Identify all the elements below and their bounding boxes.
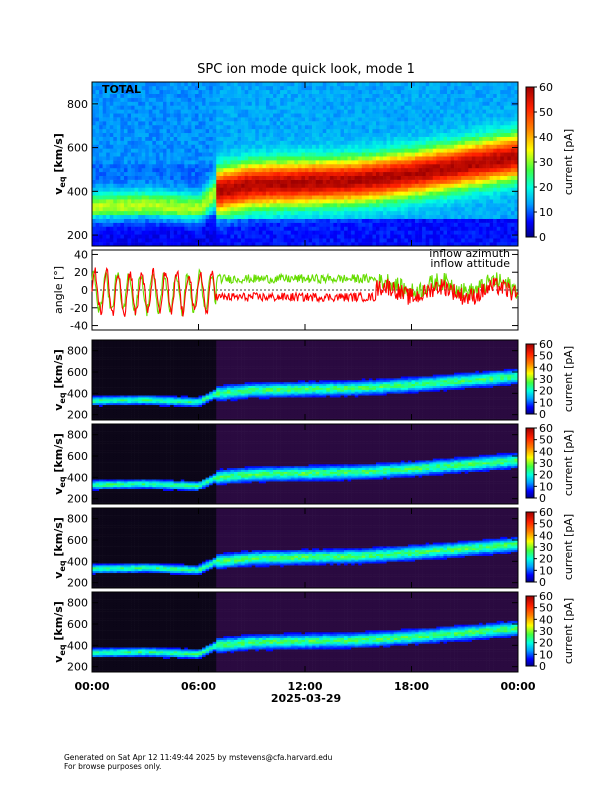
y-tick-label-total-200: 200: [67, 229, 88, 242]
cup-3-colorbar-label: current [pA]: [562, 514, 575, 580]
cup-1-colorbar-label: current [pA]: [562, 346, 575, 412]
footer-generated: Generated on Sat Apr 12 11:49:44 2025 by…: [64, 753, 333, 762]
cup-4-colorbar-tick-label-5: 50: [539, 602, 553, 615]
legend-inflow-azimuth: inflow azimuth: [429, 247, 510, 260]
cup-2-colorbar-tick-label-1: 10: [539, 480, 553, 493]
total-colorbar-tick-label-0: 0: [539, 231, 546, 244]
cup-2-heatmap: [92, 424, 519, 505]
total-colorbar-label: current [pA]: [562, 129, 575, 195]
total-colorbar-tick-label-2: 20: [539, 181, 553, 194]
cup-4-colorbar-tick-label-6: 60: [539, 590, 553, 603]
cup-2-colorbar-tick-label-6: 60: [539, 422, 553, 435]
x-tick-label-3: 18:00: [394, 680, 429, 693]
cup-4-colorbar: [525, 595, 535, 667]
cup-4-ylabel: veq [km/s]: [52, 601, 67, 663]
cup-1-heatmap: [92, 340, 519, 421]
y-tick-label-total-800: 800: [67, 98, 88, 111]
total-colorbar: [525, 86, 535, 238]
cup-1-colorbar-tick-label-4: 40: [539, 361, 553, 374]
x-tick-label-2: 12:00: [287, 680, 322, 693]
cup-3-colorbar-tick-label-0: 0: [539, 576, 546, 589]
y-tick-label-cup2-600: 600: [67, 450, 88, 463]
cup-4-colorbar-tick-label-4: 40: [539, 613, 553, 626]
cup-2-colorbar-tick-label-0: 0: [539, 492, 546, 505]
total-colorbar-tick-label-4: 40: [539, 131, 553, 144]
cup-3-colorbar-tick-label-5: 50: [539, 518, 553, 531]
cup-4-colorbar-tick-label-3: 30: [539, 625, 553, 638]
cup-1-colorbar-tick-label-0: 0: [539, 408, 546, 421]
y-tick-label-cup4-600: 600: [67, 618, 88, 631]
y-tick-label-cup1-600: 600: [67, 366, 88, 379]
cup-2-ylabel: veq [km/s]: [52, 433, 67, 495]
angle-ylabel: angle [°]: [52, 266, 65, 314]
y-tick-label-cup2-400: 400: [67, 471, 88, 484]
cup-1-colorbar-tick-label-1: 10: [539, 396, 553, 409]
series-inflow-azimuth: [91, 266, 519, 317]
cup-2-colorbar: [525, 427, 535, 499]
cup-3-colorbar-tick-label-2: 20: [539, 553, 553, 566]
cup-1-colorbar: [525, 343, 535, 415]
y-tick-label-cup3-200: 200: [67, 577, 88, 590]
total-ylabel: veq [km/s]: [52, 133, 67, 195]
y-tick-label-total-400: 400: [67, 185, 88, 198]
cup-4-colorbar-label: current [pA]: [562, 598, 575, 664]
cup-2-colorbar-label: current [pA]: [562, 430, 575, 496]
y-tick-label-cup1-800: 800: [67, 345, 88, 358]
angle-y-tick-label-4: 40: [74, 248, 88, 261]
y-tick-label-cup4-200: 200: [67, 661, 88, 674]
cup-2-colorbar-tick-label-5: 50: [539, 434, 553, 447]
cup-3-colorbar-tick-label-6: 60: [539, 506, 553, 519]
y-tick-label-cup2-800: 800: [67, 429, 88, 442]
angle-y-tick-label-1: -20: [70, 302, 88, 315]
cup-3-colorbar-tick-label-1: 10: [539, 564, 553, 577]
cup-4-colorbar-tick-label-0: 0: [539, 660, 546, 673]
total-colorbar-tick-label-5: 50: [539, 106, 553, 119]
cup-3-colorbar: [525, 511, 535, 583]
y-tick-label-cup3-600: 600: [67, 534, 88, 547]
cup-1-colorbar-tick-label-3: 30: [539, 373, 553, 386]
total-colorbar-tick-label-3: 30: [539, 156, 553, 169]
series-inflow-attitude: [91, 268, 519, 317]
total-colorbar-tick-label-6: 60: [539, 81, 553, 94]
total-heatmap: [92, 82, 519, 247]
cup-4-heatmap: [92, 592, 519, 673]
y-tick-label-total-600: 600: [67, 142, 88, 155]
angle-y-tick-label-3: 20: [74, 266, 88, 279]
x-tick-label-4: 00:00: [500, 680, 535, 693]
total-colorbar-tick-label-1: 10: [539, 206, 553, 219]
y-tick-label-cup2-200: 200: [67, 493, 88, 506]
total-annotation: TOTAL: [102, 83, 141, 96]
cup-1-colorbar-tick-label-6: 60: [539, 338, 553, 351]
cup-3-ylabel: veq [km/s]: [52, 517, 67, 579]
angle-y-tick-label-0: -40: [70, 320, 88, 333]
cup-1-colorbar-tick-label-2: 20: [539, 385, 553, 398]
chart-title: SPC ion mode quick look, mode 1: [197, 62, 415, 77]
y-tick-label-cup1-400: 400: [67, 387, 88, 400]
y-tick-label-cup4-800: 800: [67, 597, 88, 610]
y-tick-label-cup1-200: 200: [67, 409, 88, 422]
cup-1-colorbar-tick-label-5: 50: [539, 350, 553, 363]
x-tick-label-0: 00:00: [74, 680, 109, 693]
date-label: 2025-03-29: [271, 692, 341, 705]
cup-2-colorbar-tick-label-3: 30: [539, 457, 553, 470]
cup-3-colorbar-tick-label-4: 40: [539, 529, 553, 542]
cup-2-colorbar-tick-label-2: 20: [539, 469, 553, 482]
cup-4-colorbar-tick-label-1: 10: [539, 648, 553, 661]
y-tick-label-cup4-400: 400: [67, 639, 88, 652]
cup-1-ylabel: veq [km/s]: [52, 349, 67, 411]
legend-inflow-attitude: inflow attitude: [430, 257, 510, 270]
y-tick-label-cup3-400: 400: [67, 555, 88, 568]
cup-3-colorbar-tick-label-3: 30: [539, 541, 553, 554]
cup-4-colorbar-tick-label-2: 20: [539, 637, 553, 650]
footer-browse: For browse purposes only.: [64, 762, 161, 771]
cup-3-heatmap: [92, 508, 519, 589]
x-tick-label-1: 06:00: [181, 680, 216, 693]
y-tick-label-cup3-800: 800: [67, 513, 88, 526]
cup-2-colorbar-tick-label-4: 40: [539, 445, 553, 458]
angle-y-tick-label-2: 0: [81, 284, 88, 297]
